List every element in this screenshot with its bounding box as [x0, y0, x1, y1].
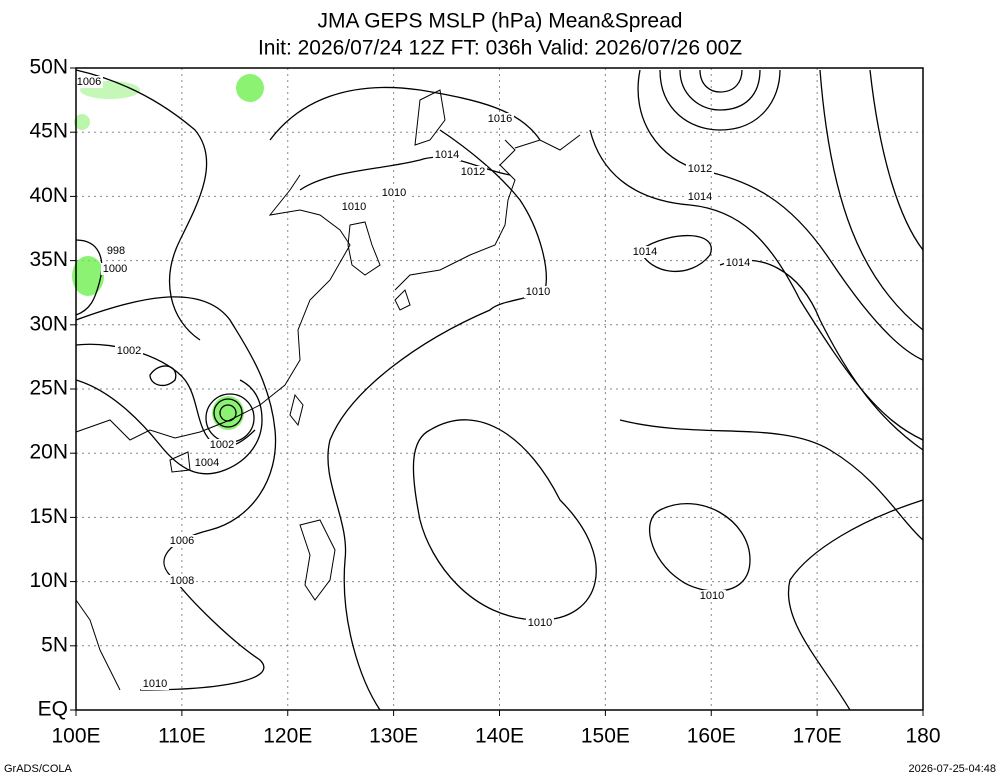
contour-label: 1010 — [342, 201, 366, 213]
contour-label: 1014 — [435, 149, 459, 161]
contour-label-bg — [524, 286, 552, 298]
contour-label: 1002 — [210, 439, 234, 451]
contour-label: 1000 — [103, 263, 127, 275]
contour-label: 1016 — [488, 113, 512, 125]
contour-label-bg — [141, 678, 169, 690]
contour-label-bg — [102, 245, 130, 257]
y-tick-label: 5N — [41, 633, 68, 656]
y-tick-label: 25N — [29, 377, 68, 400]
contour-label-bg — [168, 575, 196, 587]
grid — [75, 67, 924, 711]
x-tick-label: 100E — [51, 725, 100, 748]
contour-label-bg — [208, 439, 236, 451]
contour-label: 1010 — [143, 678, 167, 690]
contour-label: 1010 — [526, 286, 550, 298]
contour-label: 1002 — [117, 345, 141, 357]
footer-left: GrADS/COLA — [4, 763, 73, 775]
contour-label: 1012 — [461, 166, 485, 178]
contour-label: 1010 — [528, 617, 552, 629]
contour-label-bg — [115, 345, 143, 357]
contour-label-bg — [486, 113, 514, 125]
x-tick-label: 110E — [158, 725, 206, 748]
y-tick-label: 10N — [29, 569, 68, 592]
contour-label-bg — [686, 163, 714, 175]
contour-label-bg — [686, 191, 714, 203]
contour-label-bg — [526, 617, 554, 629]
contour-label: 1010 — [700, 590, 724, 602]
y-tick-label: 35N — [29, 248, 68, 271]
subtitle: Init: 2026/07/24 12Z FT: 036h Valid: 202… — [258, 37, 742, 60]
contour-label: 1014 — [688, 191, 712, 203]
contour-label-bg — [698, 590, 726, 602]
y-tick-label: 30N — [29, 312, 68, 335]
contour-label-bg — [459, 166, 487, 178]
contour-label-bg — [168, 535, 196, 547]
contour-label: 1014 — [633, 246, 657, 258]
x-tick-label: 160E — [687, 725, 736, 748]
x-tick-label: 180 — [905, 725, 940, 748]
y-tick-label: 40N — [29, 184, 68, 207]
footer-right: 2026-07-25-04:48 — [909, 763, 996, 775]
x-tick-label: 140E — [475, 725, 524, 748]
y-tick-label: 15N — [29, 505, 68, 528]
contour-label-bg — [340, 201, 368, 213]
x-tick-label: 170E — [793, 725, 842, 748]
spread-shading — [72, 74, 264, 430]
contour-label: 1010 — [382, 187, 406, 199]
x-tick-label: 130E — [369, 725, 418, 748]
contour-label: 998 — [107, 245, 125, 257]
contour-label: 1006 — [170, 535, 194, 547]
coastlines — [75, 89, 581, 691]
x-tick-label: 120E — [263, 725, 312, 748]
y-tick-label: EQ — [38, 698, 68, 721]
contour-label: 1012 — [688, 163, 712, 175]
y-tick-label: 50N — [29, 56, 68, 79]
contour-label-bg — [101, 263, 129, 275]
x-tick-label: 150E — [581, 725, 630, 748]
contour-label: 1014 — [726, 257, 750, 269]
contour-label-bg — [380, 187, 408, 199]
contour-label: 1004 — [195, 457, 219, 469]
y-tick-label: 45N — [29, 120, 68, 143]
contour-label-bg — [724, 257, 752, 269]
contour-label-bg — [193, 457, 221, 469]
y-tick-label: 20N — [29, 441, 68, 464]
contour-label: 1006 — [77, 76, 101, 88]
title: JMA GEPS MSLP (hPa) Mean&Spread — [318, 10, 683, 33]
contour-label: 1008 — [170, 575, 194, 587]
contour-label-bg — [631, 246, 659, 258]
contour-label-bg — [75, 76, 103, 88]
contour-label-bg — [433, 149, 461, 161]
